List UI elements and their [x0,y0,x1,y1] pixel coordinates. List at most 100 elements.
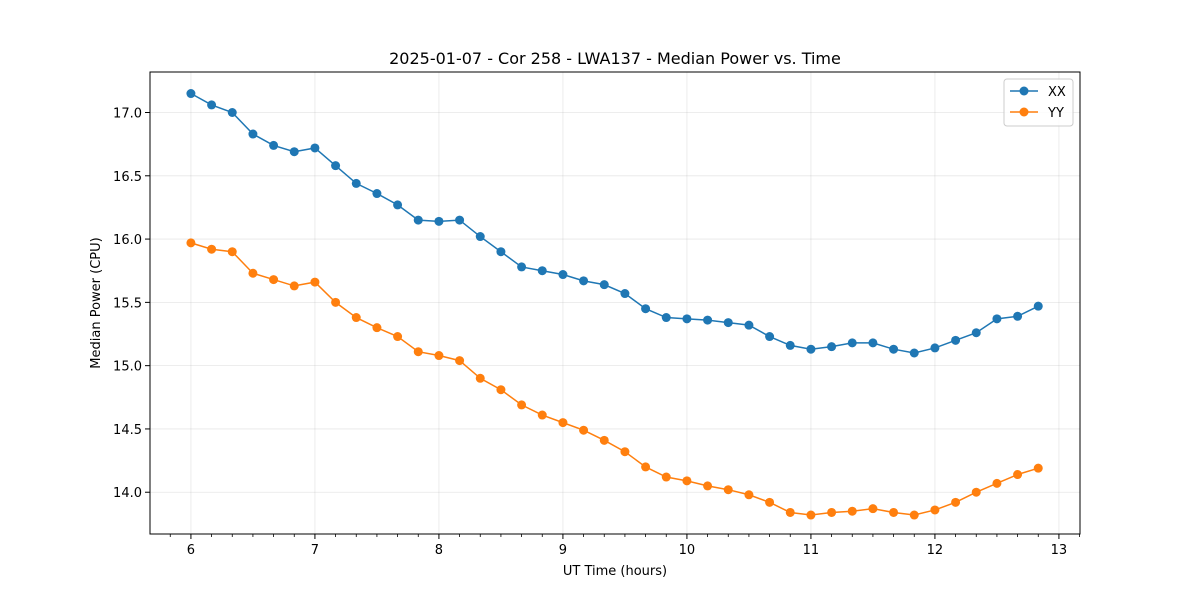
y-axis-ticks: 14.0 14.5 15.0 15.5 16.0 16.5 17.0 [113,107,150,501]
series-yy-point [351,313,361,323]
data-series [186,89,1043,520]
series-yy-point [1013,470,1023,480]
series-xx-point [310,143,320,153]
legend-item-yy: YY [1010,106,1064,121]
series-xx-point [827,342,837,352]
series-xx-point [351,178,361,188]
x-tick-label: 10 [679,543,696,558]
series-yy-point [517,400,527,410]
series-xx-point [992,314,1002,324]
series-yy-point [269,275,279,285]
series-yy-point [558,418,568,428]
series-yy-point [496,385,506,395]
series-xx [186,89,1043,358]
series-yy-point [1033,463,1043,473]
series-yy [186,238,1043,520]
legend-yy-marker [1019,107,1029,117]
series-yy-point [310,277,320,287]
series-xx-point [579,276,589,286]
series-xx-point [909,348,919,358]
legend-yy-label: YY [1047,106,1064,121]
series-yy-point [868,504,878,514]
series-yy-point [744,490,754,500]
series-xx-point [703,315,713,325]
series-xx-point [1013,311,1023,321]
series-xx-point [620,289,630,299]
series-xx-point [289,147,299,157]
y-tick-label: 15.0 [113,360,142,375]
legend-items: XX YY [1010,85,1066,121]
series-xx-point [785,340,795,350]
series-xx-point [806,344,816,354]
grid-lines [150,72,1080,534]
series-yy-point [703,481,713,491]
series-yy-point [207,244,217,254]
series-xx-point [723,318,733,328]
series-yy-point [847,506,857,516]
series-xx-point [930,343,940,353]
series-xx-point [393,200,403,210]
series-yy-point [930,505,940,515]
legend-item-xx: XX [1010,85,1066,100]
series-xx-point [269,140,279,150]
series-yy-point [537,410,547,420]
series-yy-point [413,347,423,357]
series-yy-point [992,478,1002,488]
y-tick-label: 16.0 [113,233,142,248]
series-xx-point [248,129,258,139]
x-tick-label: 13 [1051,543,1068,558]
series-yy-point [372,323,382,333]
series-yy-point [951,497,961,507]
series-yy-point [641,462,651,472]
series-xx-point [847,338,857,348]
series-xx-point [455,215,465,225]
x-tick-label: 12 [927,543,944,558]
series-xx-point [971,328,981,338]
series-xx-point [207,100,217,110]
legend-xx-marker [1019,86,1029,96]
series-xx-point [496,247,506,257]
series-xx-point [434,216,444,226]
y-tick-label: 14.0 [113,486,142,501]
y-axis-label: Median Power (CPU) [89,237,104,368]
series-xx-point [641,304,651,314]
x-axis-label: UT Time (hours) [563,564,667,579]
x-axis-ticks: 6 7 8 9 10 11 12 13 [169,534,1080,558]
series-yy-point [682,476,692,486]
series-xx-point [331,161,341,171]
legend-xx-label: XX [1048,85,1066,100]
series-yy-point [765,497,775,507]
x-tick-label: 6 [187,543,195,558]
series-yy-point [599,435,609,445]
series-yy-point [620,447,630,457]
y-tick-label: 15.5 [113,296,142,311]
series-xx-point [661,313,671,323]
series-xx-point [186,89,196,99]
series-xx-point [868,338,878,348]
series-yy-point [227,247,237,257]
series-yy-point [889,507,899,517]
series-xx-point [765,332,775,342]
series-yy-point [186,238,196,248]
x-tick-label: 9 [559,543,567,558]
series-yy-point [289,281,299,291]
series-xx-point [537,266,547,276]
series-xx-point [889,344,899,354]
series-xx-point [413,215,423,225]
series-yy-point [393,332,403,342]
series-yy-point [827,507,837,517]
series-xx-point [951,335,961,345]
series-yy-point [331,297,341,307]
plot-frame [149,71,1081,535]
series-xx-point [599,280,609,290]
series-yy-point [475,373,485,383]
series-xx-point [227,108,237,118]
x-tick-label: 8 [435,543,443,558]
y-tick-label: 16.5 [113,170,142,185]
chart-legend: XX YY [1003,78,1074,127]
series-yy-point [785,507,795,517]
y-tick-label: 14.5 [113,423,142,438]
series-xx-point [682,314,692,324]
